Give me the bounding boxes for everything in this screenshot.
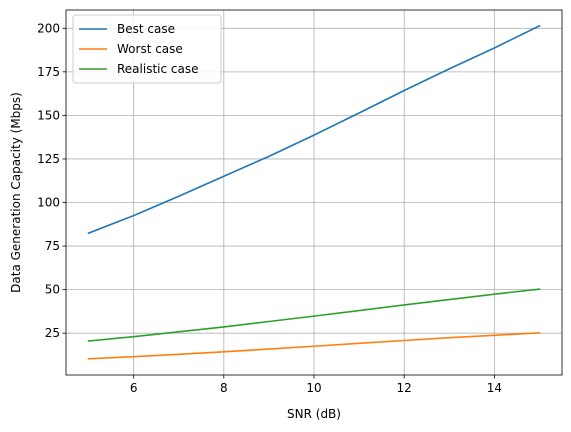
- y-tick-label: 75: [45, 239, 60, 253]
- y-tick-label: 100: [37, 196, 60, 210]
- y-axis-label: Data Generation Capacity (Mbps): [9, 92, 23, 293]
- x-tick-label: 14: [487, 381, 502, 395]
- series-line-worst-case: [87, 331, 541, 360]
- legend: Best case Worst case Realistic case: [72, 14, 222, 84]
- series-line-best-case: [87, 24, 541, 235]
- legend-label: Realistic case: [117, 62, 199, 76]
- x-tick-label: 8: [220, 381, 228, 395]
- legend-label: Worst case: [117, 42, 183, 56]
- tick-layer: 6 8 10 12 14 25 50 75 100 125 150 175 200: [37, 21, 502, 395]
- legend-box: [72, 14, 222, 84]
- y-tick-label: 175: [37, 65, 60, 79]
- y-tick-label: 150: [37, 108, 60, 122]
- x-axis-label: SNR (dB): [287, 407, 341, 421]
- legend-label: Best case: [117, 22, 175, 36]
- y-tick-label: 125: [37, 152, 60, 166]
- series-layer: [87, 24, 541, 360]
- x-tick-label: 12: [397, 381, 412, 395]
- y-tick-label: 25: [45, 326, 60, 340]
- series-line-realistic-case: [87, 288, 541, 342]
- y-tick-label: 200: [37, 21, 60, 35]
- x-tick-label: 6: [130, 381, 138, 395]
- y-tick-label: 50: [45, 283, 60, 297]
- x-tick-label: 10: [306, 381, 321, 395]
